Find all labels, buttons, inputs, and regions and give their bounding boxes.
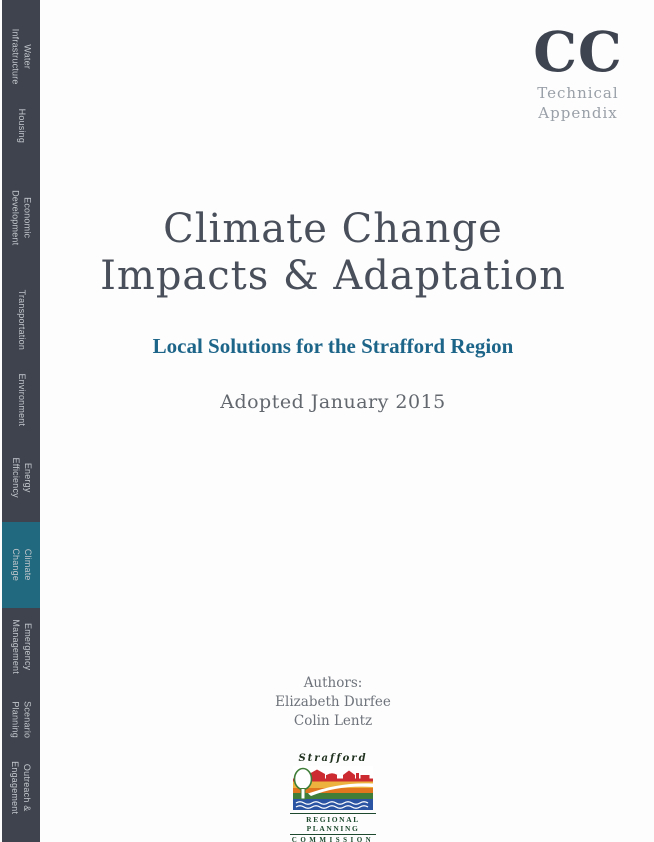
sidebar-item-label: Housing (16, 108, 27, 144)
page-title: Climate Change Impacts & Adaptation (100, 206, 566, 300)
sidebar-item-label: Energy Efficiency (11, 457, 33, 499)
srpc-logo-line1-text: REGIONAL PLANNING (290, 813, 376, 835)
page-subtitle: Local Solutions for the Strafford Region (152, 334, 514, 358)
technical-appendix-label: Technical Appendix (537, 84, 619, 123)
cover-content: Climate Change Impacts & Adaptation Loca… (40, 0, 626, 842)
sidebar-item-label: Water Infrastructure (11, 29, 33, 85)
sidebar-item-environment[interactable]: Environment (2, 358, 40, 442)
sidebar-item-economic-development[interactable]: Economic Development (2, 176, 40, 260)
srpc-logo: Strafford (290, 753, 376, 842)
sidebar-item-label: Climate Change (10, 548, 33, 582)
sidebar-item-label: Economic Development (11, 190, 33, 246)
sidebar-item-label: Scenario Planning (11, 701, 33, 739)
sidebar-item-outreach-engagement[interactable]: Outreach & Engagement (2, 746, 40, 830)
authors-heading: Authors: (303, 675, 363, 691)
sidebar-item-climate-change[interactable]: Climate Change (2, 522, 40, 608)
sidebar-item-emergency-management[interactable]: Emergency Management (2, 605, 40, 689)
cc-monogram: CC (533, 19, 623, 84)
srpc-logo-line2-text: COMMISSION (290, 835, 376, 842)
sidebar-item-label: Transportation (16, 289, 27, 351)
sidebar-item-label: Environment (16, 373, 27, 427)
authors-block: Authors: Elizabeth Durfee Colin Lentz (40, 674, 626, 731)
adoption-date: Adopted January 2015 (220, 391, 446, 413)
brand-block: CC Technical Appendix (526, 24, 630, 124)
sidebar-item-label: Emergency Management (11, 619, 33, 675)
sidebar-item-housing[interactable]: Housing (2, 84, 40, 168)
sidebar-item-energy-efficiency[interactable]: Energy Efficiency (2, 436, 40, 520)
srpc-logo-graphic-icon (293, 766, 373, 810)
srpc-logo-script-text: Strafford (298, 753, 368, 764)
section-tab-bar: Water Infrastructure Housing Economic De… (2, 0, 40, 842)
author-name: Elizabeth Durfee (275, 693, 391, 710)
sidebar-item-label: Outreach & Engagement (11, 761, 33, 815)
sidebar-item-transportation[interactable]: Transportation (2, 278, 40, 362)
author-name: Colin Lentz (293, 712, 373, 729)
